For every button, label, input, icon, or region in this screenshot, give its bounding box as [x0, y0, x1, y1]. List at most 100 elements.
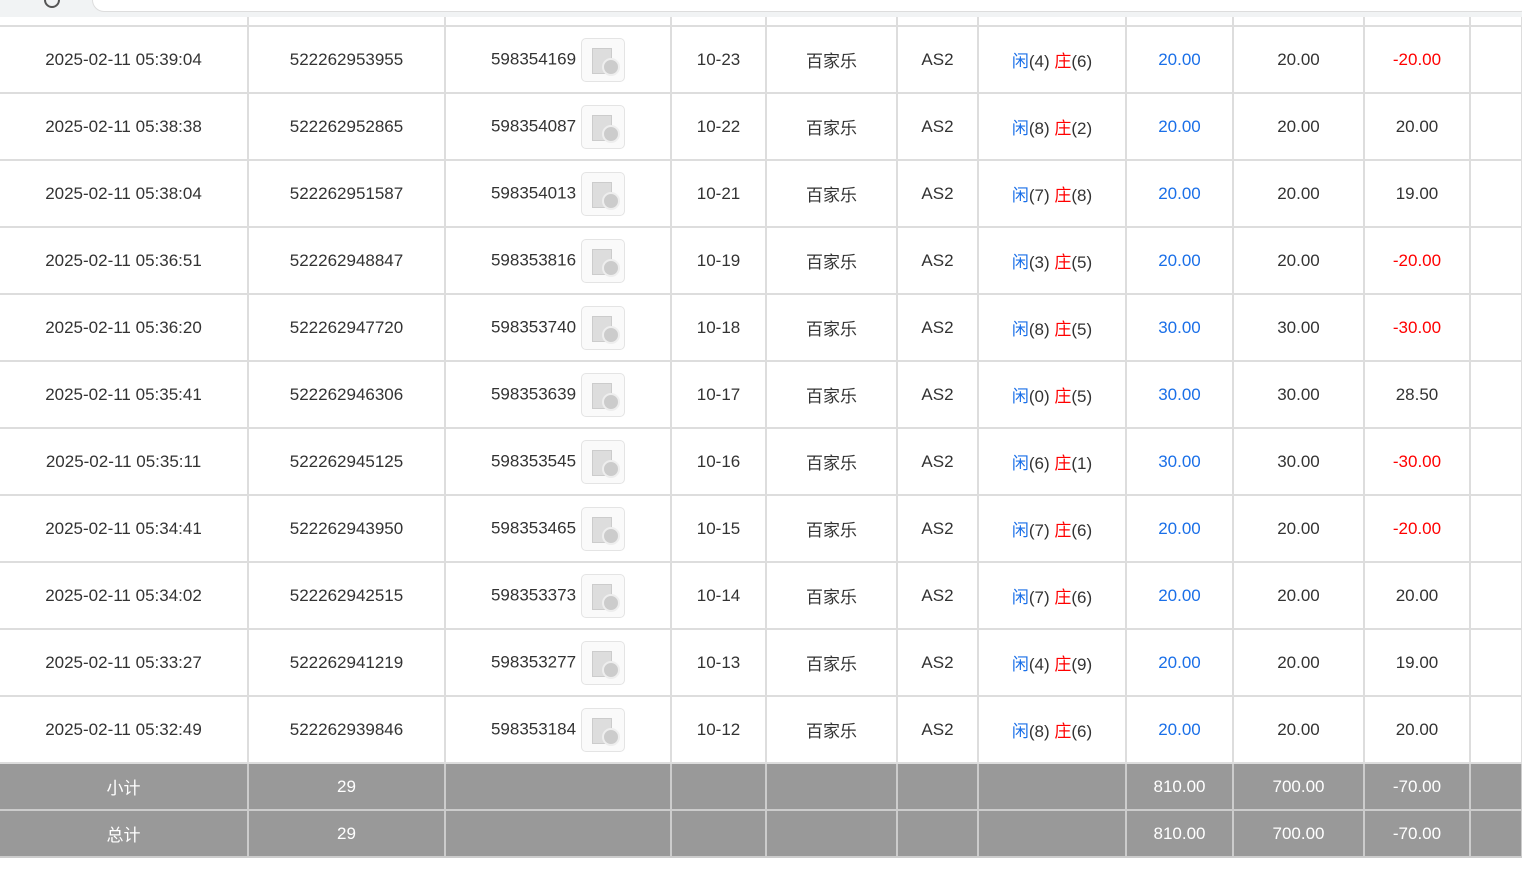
player-label: 闲 [1011, 119, 1029, 138]
video-replay-icon[interactable] [581, 37, 626, 82]
video-replay-icon[interactable] [581, 305, 626, 350]
round-cell: 598353816 [445, 226, 672, 295]
table-code: AS2 [897, 427, 979, 496]
summary-win: -70.00 [1364, 762, 1471, 811]
result-cell: 闲(3) 庄(5) [978, 226, 1127, 295]
banker-points: 6 [1077, 521, 1087, 540]
player-points: 4 [1034, 655, 1044, 674]
table-row: 2025-02-11 05:39:04 522262953955 598354169… [0, 25, 1522, 94]
summary-row: 小计 29 810.00 700.00 -70.00 [0, 762, 1522, 811]
video-replay-icon[interactable] [581, 171, 626, 216]
order-number: 522262952865 [248, 92, 446, 161]
shoe-round: 10-21 [671, 159, 767, 228]
round-cell: 598353184 [445, 695, 672, 764]
video-replay-icon[interactable] [581, 104, 626, 149]
table-row: 2025-02-11 05:32:49 522262939846 598353184… [0, 695, 1522, 764]
round-number: 598354013 [490, 182, 577, 202]
banker-points: 5 [1077, 387, 1087, 406]
empty-cell [1470, 494, 1522, 563]
table-row: 2025-02-11 05:34:02 522262942515 598353373… [0, 561, 1522, 630]
bet-amount: 20.00 [1126, 159, 1234, 228]
win-loss: 20.00 [1364, 695, 1471, 764]
reload-icon[interactable] [44, 0, 60, 8]
order-number: 522262947720 [248, 293, 446, 362]
banker-points: 9 [1077, 655, 1087, 674]
video-replay-icon[interactable] [581, 506, 626, 551]
game-type: 百家乐 [766, 494, 898, 563]
round-number: 598353277 [490, 651, 577, 671]
order-number: 522262953955 [248, 25, 446, 94]
game-type: 百家乐 [766, 695, 898, 764]
banker-label: 庄 [1054, 253, 1072, 272]
win-loss: -30.00 [1364, 427, 1471, 496]
bet-time: 2025-02-11 05:35:11 [0, 427, 249, 496]
order-number: 522262939846 [248, 695, 446, 764]
table-row: 2025-02-11 05:34:41 522262943950 598353465… [0, 494, 1522, 563]
empty-cell [1470, 293, 1522, 362]
video-replay-icon[interactable] [581, 372, 626, 417]
summary-bet: 810.00 [1126, 809, 1234, 858]
video-replay-icon[interactable] [581, 707, 626, 752]
win-loss: 19.00 [1364, 628, 1471, 697]
order-number: 522262943950 [248, 494, 446, 563]
table-code: AS2 [897, 159, 979, 228]
bet-time: 2025-02-11 05:33:27 [0, 628, 249, 697]
summary-label: 小计 [0, 762, 249, 811]
video-replay-icon[interactable] [581, 439, 626, 484]
video-replay-icon[interactable] [581, 573, 626, 618]
bet-time: 2025-02-11 05:32:49 [0, 695, 249, 764]
player-points: 8 [1034, 722, 1044, 741]
summary-count: 29 [248, 762, 446, 811]
banker-label: 庄 [1054, 387, 1072, 406]
round-cell: 598353740 [445, 293, 672, 362]
summary-label: 总计 [0, 809, 249, 858]
bet-time: 2025-02-11 05:36:51 [0, 226, 249, 295]
video-replay-icon[interactable] [581, 238, 626, 283]
result-cell: 闲(8) 庄(5) [978, 293, 1127, 362]
summary-valid: 700.00 [1233, 809, 1365, 858]
player-label: 闲 [1011, 52, 1029, 71]
bet-time: 2025-02-11 05:38:04 [0, 159, 249, 228]
game-type: 百家乐 [766, 226, 898, 295]
bet-amount: 30.00 [1126, 427, 1234, 496]
round-number: 598353639 [490, 383, 577, 403]
table-row: 2025-02-11 05:38:04 522262951587 598354013… [0, 159, 1522, 228]
valid-bet: 30.00 [1233, 360, 1365, 429]
valid-bet: 20.00 [1233, 159, 1365, 228]
player-label: 闲 [1011, 320, 1029, 339]
shoe-round: 10-17 [671, 360, 767, 429]
round-number: 598354087 [490, 115, 577, 135]
table-row: 2025-02-11 05:35:11 522262945125 598353545… [0, 427, 1522, 496]
order-number: 522262951587 [248, 159, 446, 228]
shoe-round: 10-12 [671, 695, 767, 764]
win-loss: 20.00 [1364, 92, 1471, 161]
valid-bet: 20.00 [1233, 226, 1365, 295]
order-number: 522262945125 [248, 427, 446, 496]
bet-time: 2025-02-11 05:39:04 [0, 25, 249, 94]
round-cell: 598354013 [445, 159, 672, 228]
round-cell: 598353545 [445, 427, 672, 496]
summary-valid: 700.00 [1233, 762, 1365, 811]
banker-label: 庄 [1054, 186, 1072, 205]
round-number: 598353545 [490, 450, 577, 470]
video-replay-icon[interactable] [581, 640, 626, 685]
banker-label: 庄 [1054, 320, 1072, 339]
bet-amount: 20.00 [1126, 92, 1234, 161]
result-cell: 闲(7) 庄(6) [978, 494, 1127, 563]
order-number: 522262942515 [248, 561, 446, 630]
browser-toolbar [0, 0, 1522, 17]
empty-cell [1470, 561, 1522, 630]
banker-label: 庄 [1054, 521, 1072, 540]
valid-bet: 30.00 [1233, 427, 1365, 496]
player-label: 闲 [1011, 655, 1029, 674]
address-bar[interactable] [92, 0, 1522, 12]
table-code: AS2 [897, 25, 979, 94]
empty-cell [1470, 695, 1522, 764]
player-label: 闲 [1011, 387, 1029, 406]
summary-count: 29 [248, 809, 446, 858]
round-cell: 598353465 [445, 494, 672, 563]
bet-amount: 30.00 [1126, 360, 1234, 429]
banker-label: 庄 [1054, 119, 1072, 138]
player-points: 3 [1034, 253, 1044, 272]
banker-points: 6 [1077, 722, 1087, 741]
